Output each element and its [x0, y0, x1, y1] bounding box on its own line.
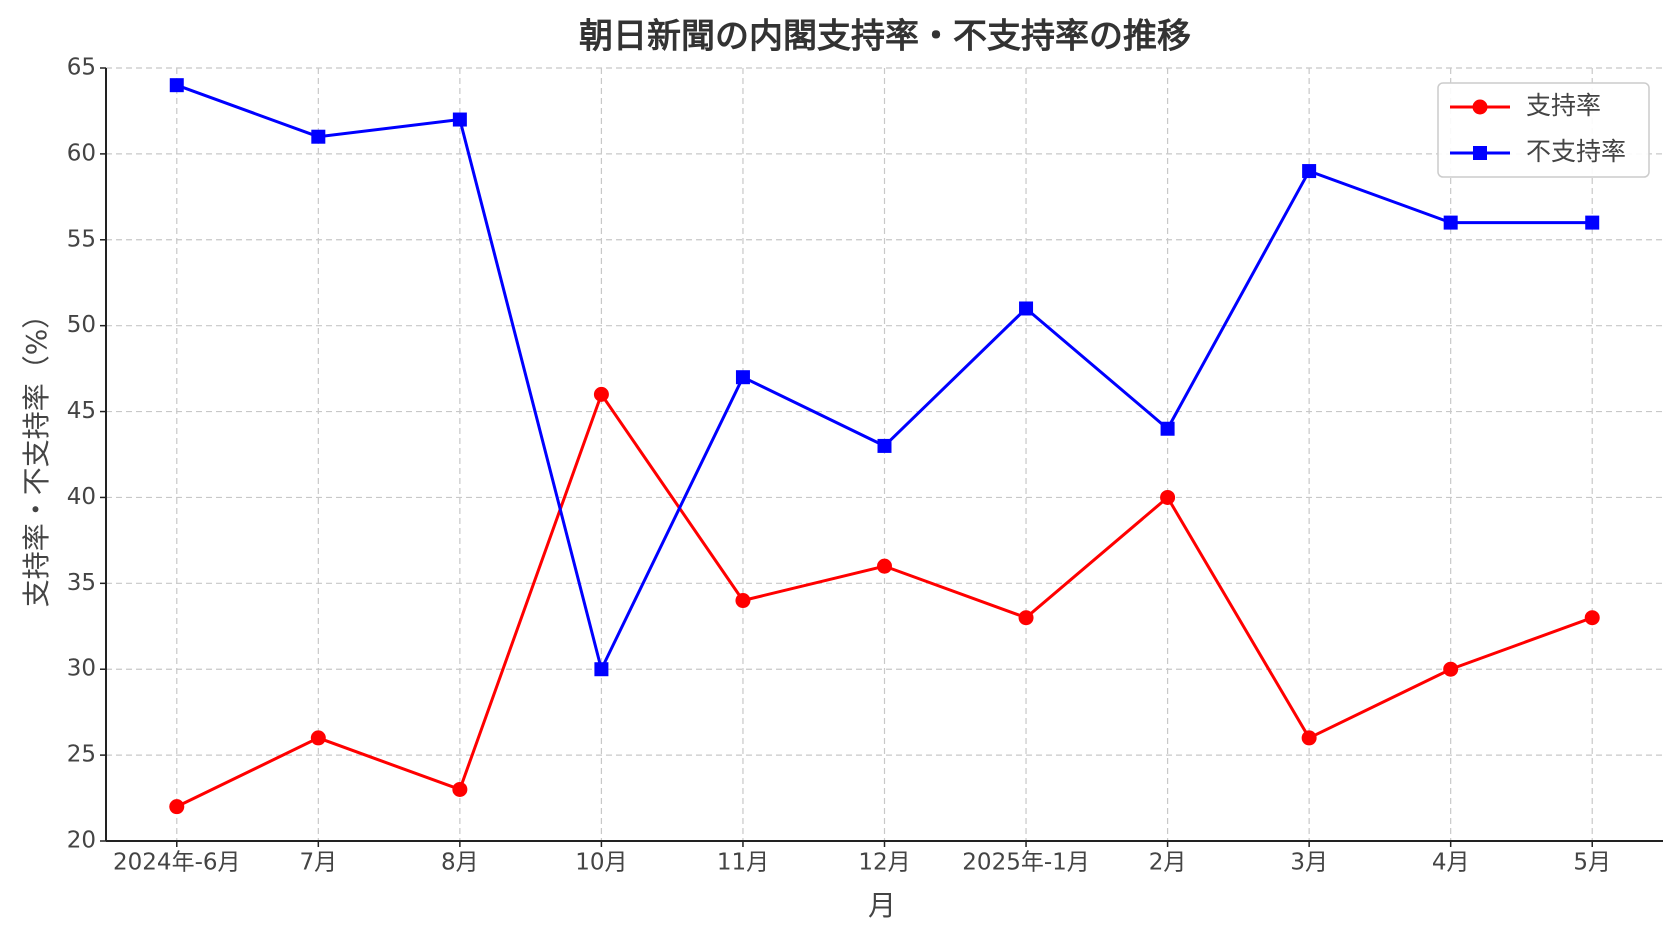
x-axis-label: 月 — [868, 889, 896, 922]
marker — [1584, 610, 1600, 626]
y-tick-label: 30 — [67, 656, 96, 682]
x-tick-label: 2024年-6月 — [113, 850, 240, 876]
marker — [1160, 421, 1175, 436]
y-tick-label: 55 — [67, 226, 96, 252]
marker — [1443, 661, 1459, 677]
x-tick-label: 11月 — [717, 850, 769, 876]
x-tick-label: 2月 — [1149, 850, 1187, 876]
marker — [735, 593, 751, 609]
chart-title: 朝日新聞の内閣支持率・不支持率の推移 — [579, 17, 1191, 57]
y-tick-label: 60 — [67, 140, 96, 166]
marker — [877, 558, 892, 574]
y-tick-label: 50 — [67, 312, 96, 338]
y-tick-label: 25 — [67, 742, 96, 768]
x-tick-label: 3月 — [1290, 850, 1328, 876]
marker — [1019, 301, 1034, 316]
x-tick-label: 5月 — [1573, 850, 1611, 876]
x-tick-label: 7月 — [299, 850, 337, 876]
y-tick-label: 35 — [67, 570, 96, 596]
marker — [594, 662, 609, 677]
marker — [311, 129, 326, 144]
marker — [593, 386, 609, 402]
marker — [877, 438, 892, 453]
x-tick-label: 8月 — [441, 850, 479, 876]
y-tick-label: 40 — [67, 484, 96, 510]
marker — [169, 799, 185, 815]
legend-label: 不支持率 — [1526, 137, 1626, 166]
x-tick-label: 10月 — [575, 850, 627, 876]
marker — [1443, 215, 1458, 230]
marker — [310, 730, 326, 746]
marker — [169, 78, 184, 93]
marker — [1473, 146, 1487, 160]
y-axis-label: 支持率・不支持率（%） — [20, 301, 53, 608]
y-tick-label: 45 — [67, 398, 96, 424]
marker — [1018, 610, 1034, 626]
x-tick-label: 4月 — [1432, 850, 1470, 876]
x-tick-label: 12月 — [858, 850, 910, 876]
marker — [1302, 164, 1317, 179]
marker — [1585, 215, 1600, 230]
marker — [1301, 730, 1317, 746]
x-tick-label: 2025年-1月 — [962, 850, 1089, 876]
legend-label: 支持率 — [1526, 91, 1601, 120]
marker — [1160, 489, 1176, 505]
marker — [735, 370, 750, 385]
y-tick-label: 65 — [67, 55, 96, 81]
marker — [1472, 99, 1488, 115]
marker — [452, 112, 467, 127]
y-tick-label: 20 — [67, 828, 96, 854]
marker — [452, 781, 468, 797]
